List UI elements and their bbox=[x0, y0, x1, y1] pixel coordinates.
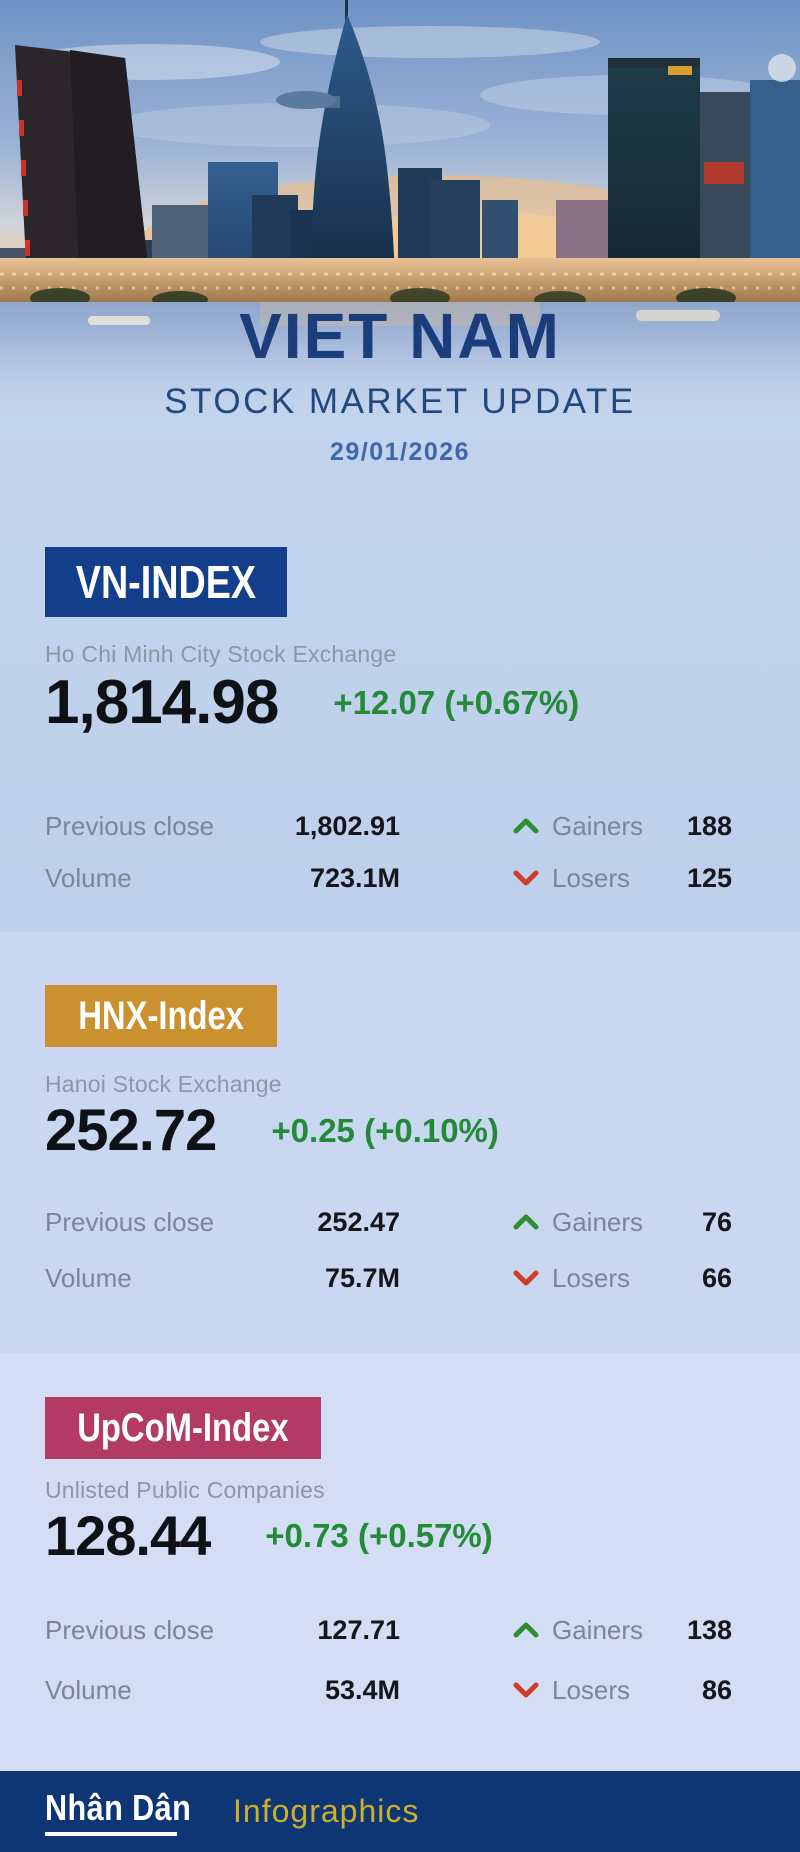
gainers-label: Gainers bbox=[552, 1614, 644, 1645]
nhan-dan-logo-text: Nhân Dân bbox=[45, 1787, 192, 1828]
volume-label: Volume bbox=[45, 1674, 132, 1705]
previous-close-value: 1,802.91 bbox=[294, 810, 400, 841]
chevron-up-icon bbox=[512, 1212, 542, 1232]
vn-index-badge-label: VN-INDEX bbox=[75, 556, 257, 608]
stat-row-previous-close: Previous close 252.47 Gainers 76 bbox=[45, 1205, 732, 1239]
losers-count: 66 bbox=[701, 1262, 732, 1293]
stat-row-previous-close: Previous close 1,802.91 Gainers 188 bbox=[45, 809, 732, 843]
stat-row-volume: Volume 75.7M Losers 66 bbox=[45, 1261, 732, 1295]
losers-label: Losers bbox=[552, 862, 631, 893]
chevron-up-icon bbox=[512, 1620, 542, 1640]
index-change: +0.73 (+0.57%) bbox=[265, 1516, 493, 1554]
page-subtitle: STOCK MARKET UPDATE bbox=[164, 382, 636, 422]
report-date: 29/01/2026 bbox=[329, 438, 471, 467]
volume-value: 53.4M bbox=[324, 1674, 400, 1705]
gainers-count: 138 bbox=[686, 1614, 732, 1645]
vn-index-badge: VN-INDEX bbox=[45, 547, 287, 617]
upcom-index-badge: UpCoM-Index bbox=[45, 1397, 321, 1459]
chevron-down-icon bbox=[512, 1680, 542, 1700]
stats-table: Previous close 1,802.91 Gainers 188 Volu… bbox=[45, 809, 732, 895]
losers-label: Losers bbox=[552, 1674, 631, 1705]
stat-row-previous-close: Previous close 127.71 Gainers 138 bbox=[45, 1613, 732, 1647]
exchange-name: Ho Chi Minh City Stock Exchange bbox=[45, 641, 397, 667]
volume-value: 723.1M bbox=[309, 862, 400, 893]
previous-close-label: Previous close bbox=[45, 1206, 215, 1237]
infographics-label: Infographics bbox=[233, 1793, 420, 1829]
nhan-dan-logo: Nhân Dân bbox=[45, 1787, 217, 1836]
footer-bar: Nhân Dân Infographics bbox=[0, 1771, 800, 1852]
index-change: +0.25 (+0.10%) bbox=[271, 1111, 499, 1149]
upcom-index-badge-label: UpCoM-Index bbox=[77, 1405, 289, 1450]
previous-close-value: 127.71 bbox=[317, 1614, 400, 1645]
upcom-index-card: UpCoM-Index Unlisted Public Companies 12… bbox=[45, 1397, 732, 1737]
city-skyline-photo bbox=[0, 0, 800, 445]
page-title: VIET NAM bbox=[239, 300, 561, 372]
chevron-down-icon bbox=[512, 1268, 542, 1288]
stat-row-volume: Volume 53.4M Losers 86 bbox=[45, 1673, 732, 1707]
volume-label: Volume bbox=[45, 1262, 132, 1293]
index-value: 1,814.98 bbox=[45, 668, 279, 737]
previous-close-label: Previous close bbox=[45, 1614, 215, 1645]
volume-label: Volume bbox=[45, 862, 132, 893]
volume-value: 75.7M bbox=[324, 1262, 400, 1293]
stats-table: Previous close 252.47 Gainers 76 Volume … bbox=[45, 1205, 732, 1295]
stat-row-volume: Volume 723.1M Losers 125 bbox=[45, 861, 732, 895]
previous-close-value: 252.47 bbox=[317, 1206, 400, 1237]
vn-index-card: VN-INDEX Ho Chi Minh City Stock Exchange… bbox=[45, 547, 732, 932]
hnx-index-card: HNX-Index Hanoi Stock Exchange 252.72 +0… bbox=[45, 985, 732, 1325]
index-change: +12.07 (+0.67%) bbox=[333, 683, 580, 721]
header: VIET NAM STOCK MARKET UPDATE 29/01/2026 bbox=[0, 300, 800, 467]
losers-count: 86 bbox=[701, 1674, 732, 1705]
hnx-index-badge-label: HNX-Index bbox=[78, 993, 244, 1038]
stats-table: Previous close 127.71 Gainers 138 Volume… bbox=[45, 1613, 732, 1707]
chevron-up-icon bbox=[512, 816, 542, 836]
logo-underline bbox=[45, 1832, 177, 1836]
gainers-count: 188 bbox=[686, 810, 732, 841]
index-value: 252.72 bbox=[45, 1098, 217, 1163]
hnx-index-badge: HNX-Index bbox=[45, 985, 277, 1047]
losers-label: Losers bbox=[552, 1262, 631, 1293]
exchange-name: Hanoi Stock Exchange bbox=[45, 1071, 282, 1097]
exchange-name: Unlisted Public Companies bbox=[45, 1477, 325, 1503]
gainers-count: 76 bbox=[701, 1206, 732, 1237]
gainers-label: Gainers bbox=[552, 1206, 644, 1237]
index-value: 128.44 bbox=[45, 1504, 211, 1567]
chevron-down-icon bbox=[512, 868, 542, 888]
gainers-label: Gainers bbox=[552, 810, 644, 841]
previous-close-label: Previous close bbox=[45, 810, 215, 841]
losers-count: 125 bbox=[686, 862, 732, 893]
